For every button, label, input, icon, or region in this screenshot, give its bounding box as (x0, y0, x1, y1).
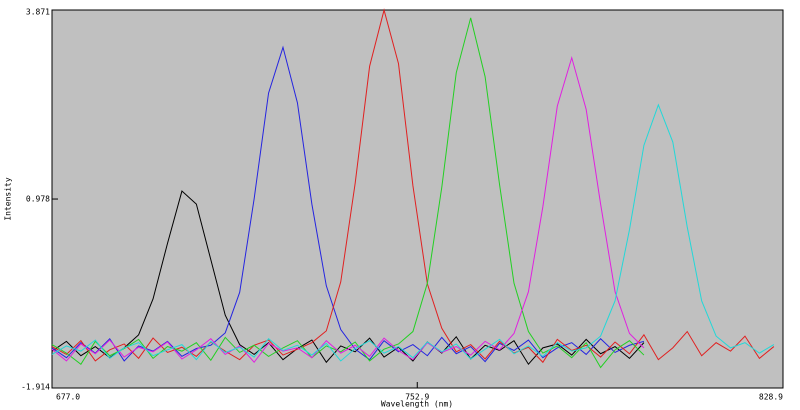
spectrum-line (51, 8, 775, 364)
y-tick-label: 0.978 (26, 195, 50, 204)
plot-area (51, 9, 784, 389)
y-tick-label: -1.914 (21, 383, 50, 392)
y-tick-label: 3.871 (26, 8, 50, 17)
spectrum-line (51, 55, 645, 364)
spectrum-line (51, 103, 775, 362)
x-axis-label: Wavelength (nm) (381, 400, 453, 409)
x-tick-label: 677.0 (56, 393, 80, 402)
spectrum-line (51, 45, 645, 363)
x-tick-label: 752.9 (405, 393, 429, 402)
spectrum-line (51, 17, 645, 369)
x-tick-label: 828.9 (759, 393, 783, 402)
y-axis-label: Intensity (4, 177, 13, 221)
